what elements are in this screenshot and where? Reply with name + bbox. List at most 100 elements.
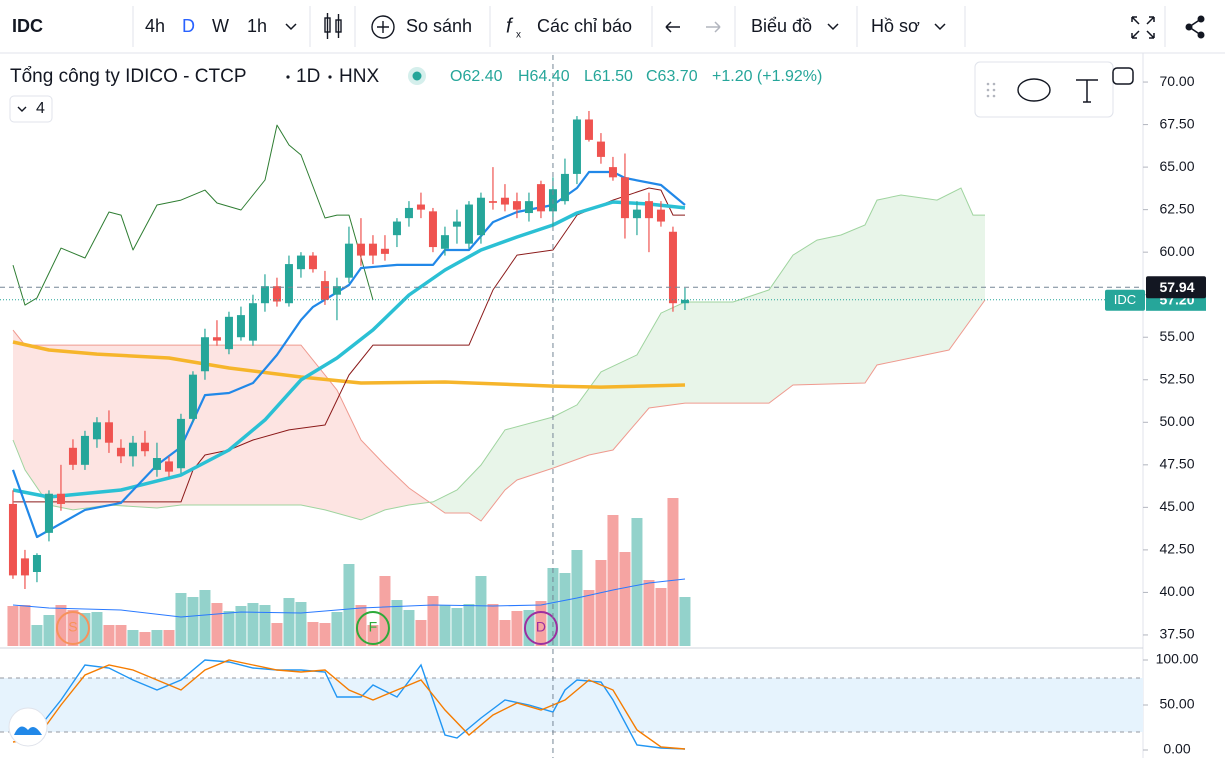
legend: Tổng công ty IDICO - CTCP 1D HNX O62.40 …	[9, 66, 822, 123]
volume-bar	[607, 515, 619, 646]
candle-body	[380, 248, 389, 254]
volume-bar	[259, 605, 271, 646]
cloud-span	[12, 299, 986, 522]
candle-body	[368, 243, 377, 256]
volume-bar	[199, 590, 211, 646]
volume-bar	[655, 588, 667, 646]
logo[interactable]	[8, 707, 48, 747]
candle-body	[200, 337, 209, 372]
dropdown-icon[interactable]	[285, 23, 297, 31]
fullscreen-icon[interactable]	[1131, 16, 1155, 39]
dropdown-icon[interactable]	[827, 23, 839, 31]
volume-bar	[475, 576, 487, 646]
candle-body	[620, 177, 629, 219]
indicators-button[interactable]: f x Các chỉ báo	[506, 15, 632, 40]
candle-body	[524, 201, 533, 214]
plot: SFD70.0067.5065.0062.5060.0057.5055.0052…	[0, 55, 1206, 758]
y-tick-label: 37.50	[1159, 626, 1194, 642]
candle-body	[320, 281, 329, 300]
band-fill	[0, 677, 1143, 732]
chart-menu[interactable]: Biểu đồ	[751, 16, 812, 36]
volume-bar	[127, 630, 139, 646]
indicator-line	[11, 170, 686, 539]
compare-button[interactable]: So sánh	[371, 15, 472, 39]
indicator-line	[12, 200, 686, 499]
text-tool[interactable]	[1076, 79, 1098, 103]
event-marker	[355, 611, 390, 645]
y-tick-label: 47.50	[1159, 456, 1194, 472]
event-label: F	[369, 619, 378, 635]
y-tick-label: 55.00	[1159, 328, 1194, 344]
indicator-count[interactable]: 4	[36, 100, 45, 117]
volume-bar	[463, 604, 475, 646]
redo-icon[interactable]	[706, 21, 721, 33]
undo-icon[interactable]	[665, 21, 680, 33]
interval[interactable]: 1h	[247, 16, 267, 36]
candle-body	[224, 316, 233, 350]
candle-body	[536, 184, 545, 212]
interval[interactable]: D	[182, 16, 195, 36]
y-tick-label: 50.00	[1159, 696, 1194, 712]
candle-body	[44, 493, 53, 533]
volume-bar	[535, 601, 547, 646]
ohlc-change: +1.20 (+1.92%)	[712, 68, 822, 85]
fx-icon: f	[506, 15, 514, 37]
candle-body	[644, 201, 653, 219]
indicators-label[interactable]: Các chỉ báo	[537, 16, 632, 36]
volume-bar	[355, 605, 367, 646]
candle-body	[296, 255, 305, 270]
volume-bar	[247, 603, 259, 646]
volume-bar	[115, 625, 127, 646]
volume-bar	[91, 612, 103, 646]
candle-body	[284, 264, 293, 304]
settings-icon[interactable]	[1112, 67, 1134, 85]
candle-body	[32, 554, 41, 572]
volume-bar	[67, 610, 79, 646]
volume-bar	[343, 564, 355, 646]
candle-body	[392, 221, 401, 236]
y-tick-label: 50.00	[1159, 413, 1194, 429]
volume-bar	[511, 611, 523, 646]
y-tick-label: 52.50	[1159, 370, 1194, 386]
symbol[interactable]: IDC	[12, 16, 43, 36]
compare-label[interactable]: So sánh	[406, 16, 472, 36]
candle-body	[584, 119, 593, 140]
volume-bar	[379, 576, 391, 646]
event-marker	[55, 611, 90, 645]
volume-bar	[451, 608, 463, 646]
fx-icon: x	[516, 30, 521, 41]
dropdown-icon[interactable]	[934, 23, 946, 31]
cloud-span	[12, 187, 985, 521]
volume-bar	[295, 602, 307, 646]
candle-body	[356, 243, 365, 256]
profile-menu[interactable]: Hồ sơ	[871, 16, 920, 36]
volume-bar	[391, 600, 403, 646]
volume-bar	[595, 560, 607, 646]
volume-bar	[667, 498, 679, 646]
volume-bar	[631, 518, 643, 646]
volume-bar	[319, 623, 331, 646]
ellipse-tool[interactable]	[1017, 78, 1051, 102]
interval[interactable]: 4h	[145, 16, 165, 36]
candle-body	[92, 422, 101, 440]
candle-body	[512, 201, 521, 210]
candle-body	[308, 255, 317, 270]
candle-body	[128, 442, 137, 457]
candle-type-icon[interactable]	[324, 13, 342, 39]
y-tick-label: 60.00	[1159, 243, 1194, 259]
volume-bar	[43, 615, 55, 646]
candle-body	[476, 197, 485, 236]
indicator-line	[12, 340, 686, 389]
interval[interactable]: W	[212, 16, 229, 36]
candle-body	[152, 458, 161, 470]
candle-body	[560, 173, 569, 202]
ohlc-low: L61.50	[584, 68, 633, 85]
candle-body	[416, 204, 425, 210]
y-tick-label: 100.00	[1156, 651, 1199, 667]
candle-body	[116, 447, 125, 457]
candle-body	[248, 303, 257, 341]
share-icon[interactable]	[1185, 15, 1205, 39]
candle-body	[140, 442, 149, 452]
indicators-toggle[interactable]: 4	[9, 95, 53, 123]
